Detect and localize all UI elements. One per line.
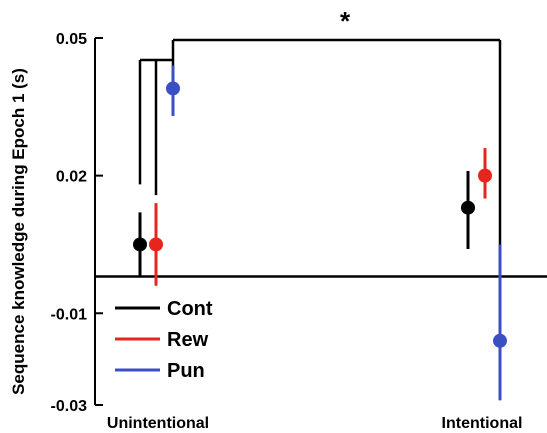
y-axis-title: Sequence knowledge during Epoch 1 (s) xyxy=(9,68,28,395)
data-point-pun xyxy=(166,81,180,96)
data-point-cont xyxy=(133,237,147,252)
data-point-rew xyxy=(149,237,163,252)
data-point-cont xyxy=(461,200,475,215)
legend-label-cont: Cont xyxy=(167,298,213,320)
data-point-rew xyxy=(478,168,492,183)
legend-label-pun: Pun xyxy=(167,360,205,382)
y-tick-label: 0.05 xyxy=(56,31,87,48)
legend-label-rew: Rew xyxy=(167,329,209,351)
y-tick-label: -0.03 xyxy=(51,398,88,415)
data-point-pun xyxy=(493,333,507,348)
x-tick-label: Unintentional xyxy=(107,415,209,432)
significance-star: * xyxy=(340,6,351,36)
x-tick-label: Intentional xyxy=(442,415,523,432)
y-tick-label: 0.02 xyxy=(56,169,87,186)
y-tick-label: -0.01 xyxy=(51,306,88,323)
